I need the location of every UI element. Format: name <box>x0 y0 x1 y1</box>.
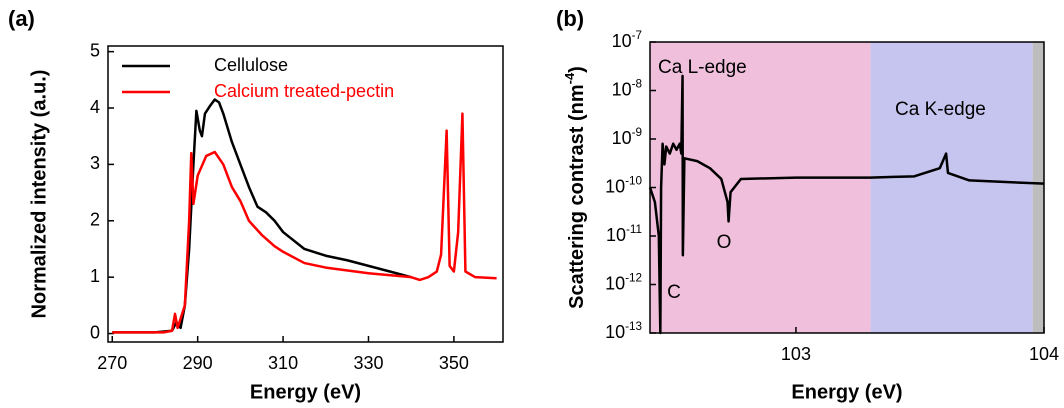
y-tick-label: 2 <box>90 210 100 230</box>
annotation: Ca L-edge <box>658 57 747 78</box>
annotation: Ca K-edge <box>895 99 986 120</box>
region <box>870 42 1033 333</box>
x-axis-title: Energy (eV) <box>791 381 902 403</box>
x-tick-label: 103 <box>781 344 811 364</box>
panel-label: (a) <box>8 6 35 31</box>
y-tick-label: 10-7 <box>612 29 642 51</box>
annotation: C <box>667 282 681 303</box>
panel-label: (b) <box>556 6 584 31</box>
annotation: O <box>717 232 732 253</box>
y-tick-label: 10-10 <box>605 174 642 196</box>
series-line <box>112 112 497 334</box>
y-tick-label: 10-12 <box>605 271 642 293</box>
series-line <box>112 98 412 334</box>
y-tick-label: 10-9 <box>612 126 642 148</box>
x-tick-label: 270 <box>97 353 127 373</box>
x-axis-title: Energy (eV) <box>250 381 361 403</box>
legend-label: Cellulose <box>214 55 288 75</box>
x-tick-label: 330 <box>353 353 383 373</box>
y-axis-title: Scattering contrast (nm-4) <box>562 66 588 309</box>
x-tick-label: 290 <box>183 353 213 373</box>
legend-label: Calcium treated-pectin <box>214 81 394 101</box>
y-tick-label: 5 <box>90 40 100 60</box>
y-tick-label: 10-13 <box>605 320 642 342</box>
x-tick-label: 104 <box>1029 344 1059 364</box>
x-tick-label: 350 <box>439 353 469 373</box>
y-tick-label: 10-8 <box>612 77 642 99</box>
y-tick-label: 0 <box>90 322 100 342</box>
y-axis-title: Normalized intensity (a.u.) <box>28 70 50 319</box>
y-tick-label: 1 <box>90 266 100 286</box>
plot-frame <box>107 45 504 343</box>
y-tick-label: 4 <box>90 97 100 117</box>
region <box>1032 42 1044 333</box>
y-tick-label: 10-11 <box>606 223 642 245</box>
region <box>650 42 871 333</box>
x-tick-label: 310 <box>268 353 298 373</box>
series-line <box>648 74 1045 335</box>
plot-frame <box>649 41 1045 334</box>
y-tick-label: 3 <box>90 153 100 173</box>
